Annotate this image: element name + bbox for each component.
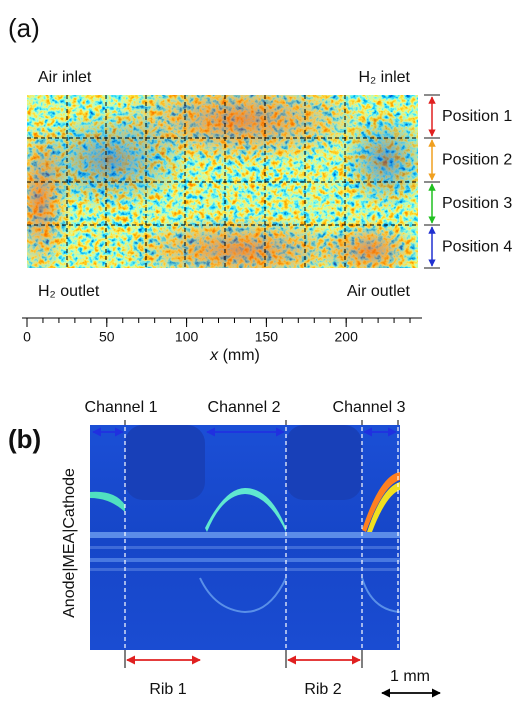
x-tick-label: 200 bbox=[335, 329, 359, 345]
position-label: Position 2 bbox=[442, 152, 512, 169]
boundary-lines-outside bbox=[124, 420, 399, 668]
axis-variable: x bbox=[209, 347, 219, 364]
panel-label: (a) bbox=[8, 13, 40, 43]
neutron-image bbox=[90, 425, 400, 650]
panel-label: (b) bbox=[8, 424, 41, 454]
corner-label: Air inlet bbox=[38, 69, 92, 86]
x-tick-label: 100 bbox=[175, 329, 199, 345]
corner-label: H₂ outlet bbox=[38, 283, 100, 300]
current-density-map bbox=[27, 95, 418, 268]
x-tick-label: 0 bbox=[23, 329, 31, 345]
channel-label: Channel 3 bbox=[333, 399, 406, 416]
boundary-lines bbox=[124, 420, 399, 668]
rib-label: Rib 2 bbox=[304, 681, 341, 698]
position-label: Position 4 bbox=[442, 239, 512, 256]
channel-label: Channel 1 bbox=[85, 399, 158, 416]
x-tick-label: 50 bbox=[99, 329, 115, 345]
x-axis-title: x (mm) bbox=[209, 347, 260, 364]
rib-label: Rib 1 bbox=[149, 681, 186, 698]
axis-unit: (mm) bbox=[223, 347, 260, 364]
corner-label: H₂ inlet bbox=[358, 69, 410, 86]
side-label: Anode|MEA|Cathode bbox=[61, 468, 78, 618]
channel-label: Channel 2 bbox=[208, 399, 281, 416]
scale-label: 1 mm bbox=[390, 668, 430, 685]
position-markers bbox=[424, 94, 440, 269]
position-label: Position 3 bbox=[442, 195, 512, 212]
x-tick-label: 150 bbox=[255, 329, 279, 345]
corner-label: Air outlet bbox=[347, 283, 411, 300]
position-label: Position 1 bbox=[442, 108, 512, 125]
